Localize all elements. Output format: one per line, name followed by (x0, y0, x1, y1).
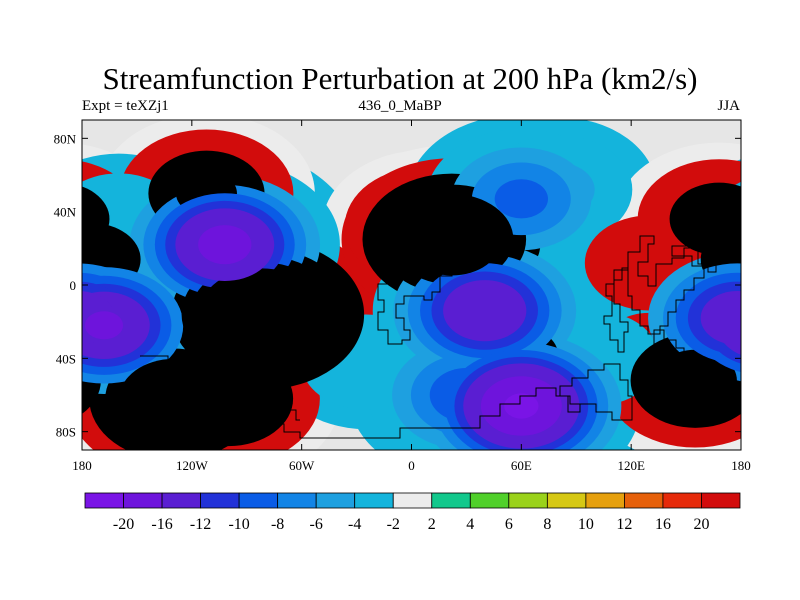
colorbar-swatch (431, 492, 471, 509)
colorbar-label: 16 (655, 516, 671, 533)
colorbar-swatch (161, 492, 201, 509)
x-tick-label: 120E (617, 458, 645, 473)
colorbar-swatch (508, 492, 548, 509)
colorbar-swatch (585, 492, 625, 509)
colorbar-swatch (546, 492, 587, 509)
colorbar-label: 6 (505, 516, 513, 533)
colorbar-label: 4 (466, 516, 474, 533)
plot-title: Streamfunction Perturbation at 200 hPa (… (102, 61, 698, 96)
contour-band (700, 291, 741, 345)
colorbar-label: -2 (387, 516, 400, 533)
contour-band (415, 212, 489, 267)
colorbar-label: -10 (228, 516, 249, 533)
colorbar-label: -16 (151, 516, 172, 533)
x-tick-label: 60E (511, 458, 532, 473)
colorbar-label: -12 (190, 516, 211, 533)
colorbar-swatch (315, 492, 356, 509)
colorbar-swatch (277, 492, 317, 509)
contour-band (82, 344, 92, 380)
colorbar-swatch (84, 492, 124, 509)
colorbar-swatch (469, 492, 510, 509)
colorbar-swatch (354, 492, 394, 509)
colorbar-label: -20 (113, 516, 134, 533)
colorbar-swatch (662, 492, 702, 509)
y-tick-label: 40N (54, 205, 77, 220)
contour-band (198, 225, 252, 265)
contour-band (653, 349, 737, 411)
experiment-label: Expt = teXZj1 (82, 98, 169, 114)
coastline-antarctica (140, 355, 580, 439)
colorbar: -20 -16 -12 -10 -8 -6 -4 -2 2 4 6 8 10 12 16 20 (84, 492, 741, 533)
colorbar-swatch (123, 492, 163, 509)
x-tick-label: 60W (289, 458, 315, 473)
colorbar-swatch (200, 492, 240, 509)
season-label: JJA (717, 98, 740, 114)
coastline-africa (377, 215, 461, 345)
y-tick-label: 80N (54, 131, 77, 146)
coastlines (140, 215, 717, 439)
colorbar-swatch (392, 492, 433, 509)
x-tick-label: 180 (72, 458, 92, 473)
coastline-east-asia (671, 235, 717, 273)
contour-band (443, 280, 527, 342)
coastline-south-america (295, 271, 349, 345)
contour-band (494, 179, 548, 219)
colorbar-swatch (624, 492, 664, 509)
colorbar-label: 2 (428, 516, 436, 533)
y-tick-label: 80S (56, 425, 76, 440)
colorbar-swatch (701, 492, 741, 509)
x-tick-label: 180 (731, 458, 751, 473)
contour-band (84, 311, 124, 340)
contour-band (504, 393, 539, 419)
coastline-maritime (653, 329, 685, 363)
contour-band (151, 382, 196, 415)
colorbar-label: 20 (693, 516, 709, 533)
axis-ticks: 180 120W 60W 0 60E 120E 180 80N 40N 0 40S 80S (54, 120, 751, 473)
x-tick-label: 0 (408, 458, 415, 473)
colorbar-label: 12 (616, 516, 632, 533)
colorbar-label: -8 (271, 516, 284, 533)
colorbar-label: -4 (348, 516, 361, 533)
colorbar-swatch (238, 492, 279, 509)
y-tick-label: 0 (70, 278, 77, 293)
colorbar-label: -6 (310, 516, 323, 533)
streamfunction-field (82, 120, 741, 450)
x-tick-label: 120W (176, 458, 209, 473)
run-label: 436_0_MaBP (358, 98, 442, 114)
colorbar-label: 10 (578, 516, 594, 533)
y-tick-label: 40S (56, 351, 76, 366)
coastline-eurasia (603, 235, 705, 353)
contour-band (232, 293, 291, 336)
colorbar-label: 8 (543, 516, 551, 533)
